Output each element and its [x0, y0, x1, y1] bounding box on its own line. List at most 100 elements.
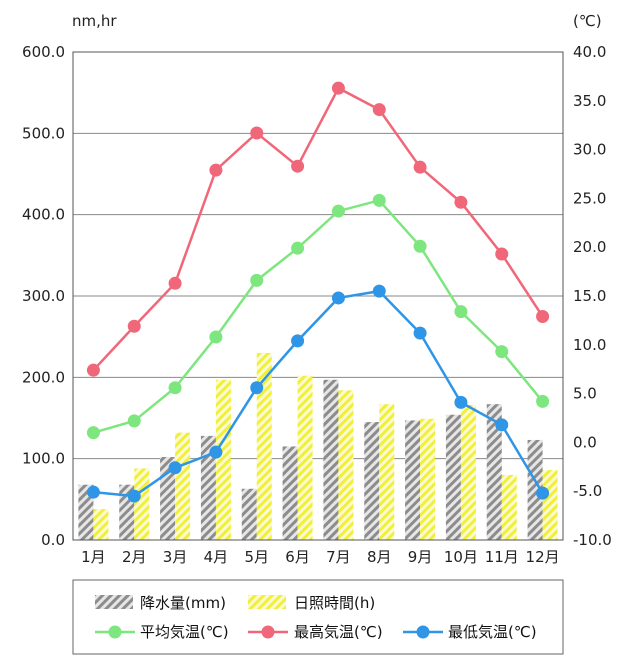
avg-temp-point — [495, 345, 509, 359]
max-temp-point — [86, 363, 100, 377]
min-temp-point — [209, 445, 223, 459]
legend-swatch-sunshine — [248, 595, 286, 609]
sunshine-bar — [338, 390, 354, 540]
precip-bar — [200, 435, 216, 540]
precip-bar — [445, 414, 461, 540]
max-temp-point — [495, 247, 509, 261]
legend-label-avg-temp: 平均気温(℃) — [140, 623, 229, 641]
max-temp-point — [454, 195, 468, 209]
sunshine-bar — [542, 470, 558, 540]
left-axis-unit: nm,hr — [72, 12, 117, 30]
legend: 降水量(mm) 日照時間(h) 平均気温(℃) 最高気温(℃) 最低気温(℃) — [72, 579, 564, 655]
x-tick-label: 6月 — [285, 548, 310, 566]
legend-label-precip: 降水量(mm) — [140, 594, 226, 612]
x-tick-label: 2月 — [122, 548, 147, 566]
left-tick-label: 200.0 — [22, 368, 65, 386]
max-temp-point — [536, 309, 550, 323]
right-axis-ticks: -10.0 -5.0 0.0 5.0 10.0 15.0 20.0 25.0 30.0 35.0 4… — [573, 43, 612, 549]
avg-temp-point — [536, 394, 550, 408]
precip-bar — [527, 439, 543, 540]
min-temp-point — [331, 291, 345, 305]
avg-temp-point — [331, 204, 345, 218]
max-temp-line — [92, 86, 544, 372]
precip-bar — [486, 404, 502, 540]
legend-label-max-temp: 最高気温(℃) — [294, 623, 383, 641]
sunshine-bar — [215, 379, 231, 540]
legend-label-min-temp: 最低気温(℃) — [448, 623, 537, 641]
x-tick-label: 8月 — [367, 548, 392, 566]
precip-bar — [282, 446, 298, 540]
legend-box — [72, 579, 564, 655]
sunshine-bar — [175, 432, 191, 540]
right-tick-label: 40.0 — [573, 43, 606, 61]
line-series — [86, 81, 550, 503]
avg-temp-point — [168, 381, 182, 395]
max-temp-point — [372, 103, 386, 117]
left-tick-label: 600.0 — [22, 43, 65, 61]
max-temp-point — [331, 81, 345, 95]
precip-bar — [160, 457, 176, 540]
avg-temp-line — [93, 198, 544, 434]
precip-bar — [78, 484, 94, 540]
right-tick-label: -5.0 — [573, 482, 602, 500]
avg-temp-point — [86, 426, 100, 440]
right-tick-label: 10.0 — [573, 336, 606, 354]
right-tick-label: 25.0 — [573, 189, 606, 207]
min-temp-point — [250, 381, 264, 395]
right-tick-label: 20.0 — [573, 238, 606, 256]
right-tick-label: 5.0 — [573, 385, 597, 403]
x-axis-ticks: 1月 2月 3月 4月 5月 6月 7月 8月 9月 10月 11月 12月 — [81, 548, 559, 566]
sunshine-bar — [379, 404, 395, 540]
max-temp-point — [168, 276, 182, 290]
max-temp-point — [413, 160, 427, 174]
min-temp-point — [454, 395, 468, 409]
max-temp-point — [127, 319, 141, 333]
sunshine-bar — [460, 404, 476, 540]
max-temp-point — [291, 159, 305, 173]
legend-swatch-min-temp-marker — [416, 625, 430, 639]
max-temp-point — [250, 126, 264, 140]
legend-swatch-precip — [95, 595, 133, 609]
precip-bar — [364, 422, 380, 540]
x-tick-label: 5月 — [244, 548, 269, 566]
legend-swatch-avg-temp-marker — [108, 625, 122, 639]
right-tick-label: 35.0 — [573, 92, 606, 110]
avg-temp-point — [127, 414, 141, 428]
sunshine-bar — [420, 418, 436, 540]
avg-temp-point — [413, 239, 427, 253]
x-tick-label: 10月 — [444, 548, 478, 566]
bar-series — [78, 352, 558, 540]
min-temp-point — [86, 485, 100, 499]
precip-bar — [241, 488, 257, 540]
precip-bar — [323, 379, 339, 540]
max-temp-point — [209, 163, 223, 177]
x-tick-label: 4月 — [204, 548, 229, 566]
right-tick-label: -10.0 — [573, 531, 612, 549]
avg-temp-point — [454, 305, 468, 319]
plot-frame — [72, 51, 564, 541]
left-tick-label: 0.0 — [41, 531, 65, 549]
right-tick-label: 15.0 — [573, 287, 606, 305]
x-tick-label: 7月 — [326, 548, 351, 566]
min-temp-point — [536, 486, 550, 500]
legend-swatch-max-temp-marker — [261, 625, 275, 639]
min-temp-point — [127, 489, 141, 503]
left-tick-label: 500.0 — [22, 124, 65, 142]
sunshine-bar — [297, 375, 313, 540]
avg-temp-point — [250, 273, 264, 287]
sunshine-bar — [93, 509, 109, 540]
x-tick-label: 9月 — [408, 548, 433, 566]
sunshine-bar — [134, 468, 150, 540]
avg-temp-point — [209, 330, 223, 344]
x-tick-label: 12月 — [526, 548, 560, 566]
sunshine-bar — [256, 352, 272, 540]
min-temp-point — [413, 326, 427, 340]
x-tick-label: 1月 — [81, 548, 106, 566]
left-tick-label: 100.0 — [22, 450, 65, 468]
legend-label-sunshine: 日照時間(h) — [294, 594, 375, 612]
left-axis-ticks: 0.0 100.0 200.0 300.0 400.0 500.0 600.0 — [22, 43, 65, 549]
min-temp-point — [168, 461, 182, 475]
x-tick-label: 3月 — [163, 548, 188, 566]
right-axis-unit: (℃) — [573, 12, 602, 30]
